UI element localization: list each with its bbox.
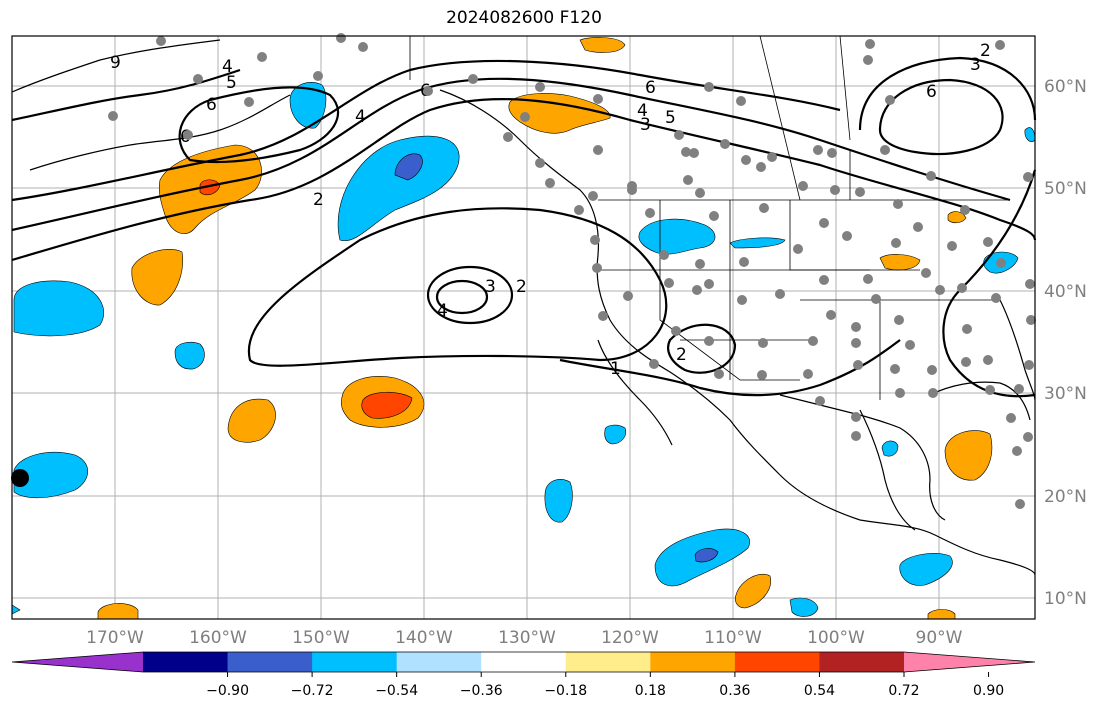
colorbar-tick-label: 0.90 <box>973 683 1004 699</box>
longitude-label: 100°W <box>807 628 865 648</box>
plot-title: 2024082600 F120 <box>446 8 602 28</box>
contour-label: 3 <box>485 277 496 297</box>
map-area <box>12 36 1035 619</box>
longitude-axis: 170°W 160°W 150°W 140°W 130°W 120°W 110°… <box>86 628 963 648</box>
contour-label: 2 <box>676 345 687 365</box>
graticule <box>12 36 1035 619</box>
longitude-label: 110°W <box>704 628 762 648</box>
contour-label: 1 <box>610 359 621 379</box>
longitude-label: 130°W <box>498 628 556 648</box>
colorbar-segment <box>819 652 905 672</box>
contour-label: 9 <box>110 53 121 73</box>
colorbar-segment <box>227 652 313 672</box>
latitude-label: 30°N <box>1044 384 1087 404</box>
longitude-label: 170°W <box>86 628 144 648</box>
latitude-axis: 60°N 50°N 40°N 30°N 20°N 10°N <box>1044 77 1087 609</box>
contour-label: 2 <box>313 190 324 210</box>
colorbar-tick-label: −0.36 <box>460 683 503 699</box>
colorbar-extend-high <box>904 652 1035 672</box>
colorbar-segment <box>143 652 229 672</box>
colorbar-tick-label: 0.36 <box>719 683 750 699</box>
longitude-label: 90°W <box>916 628 963 648</box>
colorbar-segment <box>650 652 736 672</box>
contour-label: 5 <box>226 73 237 93</box>
latitude-label: 20°N <box>1044 487 1087 507</box>
colorbar-segment <box>396 652 482 672</box>
longitude-label: 120°W <box>601 628 659 648</box>
colorbar-tick-label: 0.54 <box>804 683 835 699</box>
longitude-label: 140°W <box>395 628 453 648</box>
negative-anomaly-areas <box>11 81 1036 617</box>
colorbar-extend-low <box>12 652 143 672</box>
colorbar <box>11 651 1036 673</box>
highlight-marker <box>11 469 29 487</box>
positive-anomaly-areas <box>97 37 993 620</box>
colorbar-segment <box>734 652 820 672</box>
contour-label: 6 <box>926 82 937 102</box>
coastlines <box>11 39 1036 576</box>
colorbar-segment <box>312 652 398 672</box>
colorbar-tick-label: 0.72 <box>888 683 919 699</box>
contour-label: 2 <box>980 41 991 61</box>
contour-label: 3 <box>970 55 981 75</box>
contour-label: 4 <box>637 101 648 121</box>
colorbar-segment <box>565 652 651 672</box>
longitude-label: 160°W <box>189 628 247 648</box>
contour-label: 3 <box>640 115 651 135</box>
station-markers <box>108 33 1036 509</box>
colorbar-segment <box>481 652 567 672</box>
colorbar-tick-label: −0.72 <box>291 683 334 699</box>
contour-label: 6 <box>206 95 217 115</box>
latitude-label: 40°N <box>1044 282 1087 302</box>
colorbar-tick-label: −0.54 <box>375 683 418 699</box>
colorbar-outline <box>11 651 1036 673</box>
contour-label: 4 <box>355 107 366 127</box>
colorbar-tick-label: −0.90 <box>206 683 249 699</box>
latitude-label: 10°N <box>1044 589 1087 609</box>
contour-label: 2 <box>516 277 527 297</box>
longitude-label: 150°W <box>292 628 350 648</box>
contour-label: 5 <box>665 108 676 128</box>
map-frame <box>11 35 1036 620</box>
contour-label: 6 <box>645 78 656 98</box>
contour-label: 4 <box>437 301 448 321</box>
contour-label: 4 <box>222 57 233 77</box>
latitude-label: 60°N <box>1044 77 1087 97</box>
latitude-label: 50°N <box>1044 179 1087 199</box>
colorbar-ticks: −0.90 −0.72 −0.54 −0.36 −0.18 0.18 0.36 0.54 0.7… <box>206 672 1004 699</box>
colorbar-tick-label: −0.18 <box>544 683 587 699</box>
colorbar-tick-label: 0.18 <box>635 683 666 699</box>
